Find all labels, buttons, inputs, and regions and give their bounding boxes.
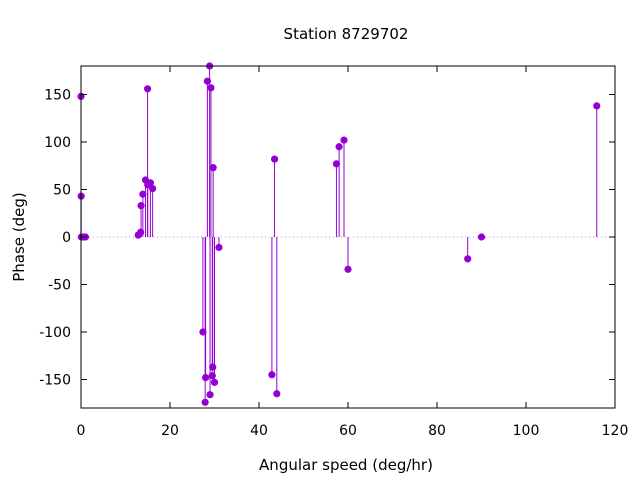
y-axis: -150 -100 -50 0 50 100 150: [39, 88, 615, 389]
data-point-14: [199, 328, 207, 336]
y-tick-label-4: 50: [53, 183, 71, 199]
data-point-17: [203, 77, 211, 85]
data-point-32: [344, 265, 352, 273]
data-point-26: [268, 371, 276, 379]
data-point-31: [340, 136, 348, 144]
data-point-10: [143, 85, 152, 93]
data-point-7: [137, 202, 145, 210]
data-point-13: [149, 184, 157, 193]
data-point-28: [273, 390, 281, 398]
data-point-22: [209, 363, 217, 371]
data-point-30: [335, 143, 343, 151]
data-point-16: [202, 374, 210, 382]
x-tick-label-6: 120: [602, 423, 629, 439]
data-point-35: [593, 102, 601, 110]
x-tick-label-0: 0: [77, 423, 86, 439]
data-point-34: [477, 233, 486, 241]
data-point-8: [139, 190, 147, 198]
data-point-33: [464, 255, 472, 263]
x-axis-label: Angular speed (deg/hr): [259, 456, 433, 474]
x-tick-label-1: 20: [161, 423, 179, 439]
data-point-12: [146, 179, 155, 187]
x-tick-label-3: 60: [339, 423, 357, 439]
data-point-15: [201, 398, 209, 406]
y-tick-label-5: 100: [44, 135, 71, 151]
y-tick-label-3: 0: [62, 230, 71, 246]
data-point-19: [206, 391, 214, 399]
data-point-20: [207, 84, 215, 92]
data-point-21: [208, 372, 216, 380]
data-point-29: [332, 160, 341, 168]
data-point-27: [270, 155, 279, 163]
y-axis-label: Phase (deg): [10, 192, 28, 282]
plot-marks: [77, 62, 615, 406]
y-tick-label-2: -50: [48, 278, 71, 294]
x-tick-label-4: 80: [428, 423, 446, 439]
chart-title: Station 8729702: [284, 25, 409, 43]
data-point-25: [215, 243, 223, 252]
data-point-6: [137, 228, 145, 236]
x-axis: 0 20 40 60 80 100 120: [77, 66, 629, 439]
data-point-24: [210, 378, 219, 386]
y-tick-label-0: -150: [39, 373, 71, 389]
x-tick-label-5: 100: [513, 423, 540, 439]
x-tick-label-2: 40: [250, 423, 268, 439]
y-tick-label-1: -100: [39, 325, 71, 341]
y-tick-label-6: 150: [44, 88, 71, 104]
data-point-23: [209, 164, 217, 172]
